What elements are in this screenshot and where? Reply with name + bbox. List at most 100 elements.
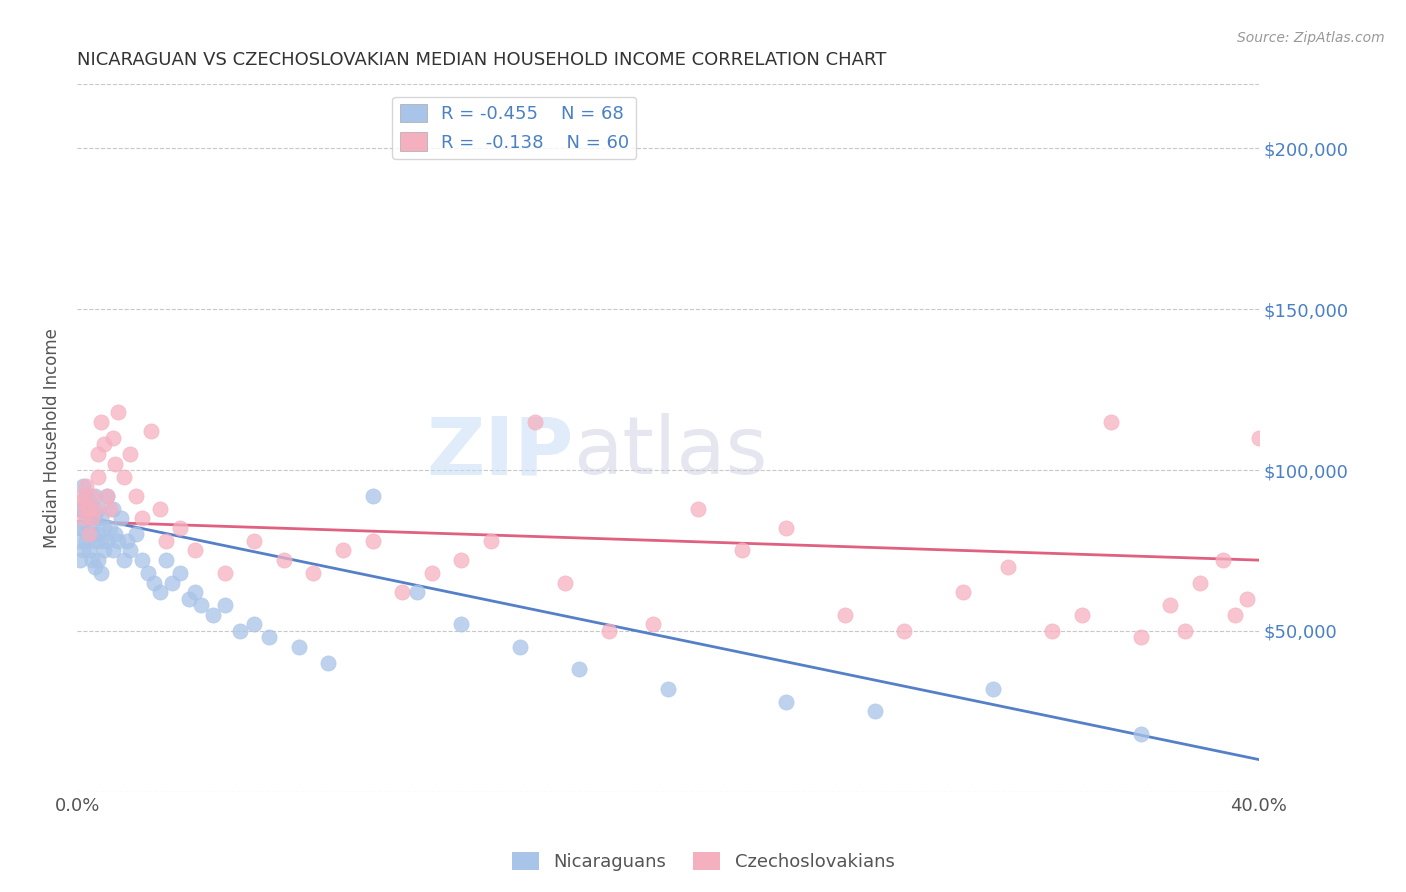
Point (952, 585, 974, 599)
Point (139, 425, 162, 439)
Point (72, 501, 94, 516)
Point (75, 511, 97, 525)
Point (90, 415, 112, 429)
Point (214, 566, 236, 580)
Point (77, 501, 100, 516)
Point (93, 437, 115, 451)
Point (598, 624, 620, 638)
Point (69, 501, 91, 516)
Point (69, 553, 91, 567)
Point (72, 511, 94, 525)
Point (1174, 624, 1197, 638)
Point (104, 457, 127, 471)
Point (1040, 624, 1063, 638)
Point (643, 617, 665, 632)
Point (117, 533, 139, 548)
Point (568, 663, 591, 677)
Point (72, 479, 94, 493)
Point (169, 521, 191, 535)
Point (125, 489, 148, 503)
Point (479, 533, 502, 548)
Point (1070, 607, 1092, 622)
Point (184, 543, 207, 558)
Point (302, 566, 325, 580)
Point (98, 521, 121, 535)
Point (101, 543, 124, 558)
Point (149, 585, 172, 599)
Point (104, 527, 127, 541)
Point (257, 630, 280, 644)
Point (509, 640, 531, 654)
Point (184, 585, 207, 599)
Point (83, 511, 105, 525)
Point (893, 624, 915, 638)
Point (96, 489, 118, 503)
Point (90, 566, 112, 580)
Point (287, 640, 309, 654)
Point (80, 489, 103, 503)
Point (332, 543, 354, 558)
Point (101, 501, 124, 516)
Point (80, 553, 103, 567)
Point (142, 575, 165, 590)
Point (863, 704, 886, 718)
Point (131, 511, 153, 525)
Text: atlas: atlas (574, 413, 768, 491)
Point (155, 553, 177, 567)
Point (243, 533, 266, 548)
Point (1159, 598, 1181, 612)
Point (243, 617, 266, 632)
Point (554, 575, 576, 590)
Point (120, 543, 142, 558)
Point (149, 501, 172, 516)
Point (160, 575, 183, 590)
Point (190, 598, 212, 612)
Point (155, 533, 177, 548)
Y-axis label: Median Household Income: Median Household Income (44, 328, 60, 548)
Legend: Nicaraguans, Czechoslovakians: Nicaraguans, Czechoslovakians (505, 845, 901, 879)
Point (77, 521, 100, 535)
Point (1129, 630, 1152, 644)
Point (87, 501, 110, 516)
Point (228, 624, 250, 638)
Point (107, 533, 129, 548)
Point (87, 469, 110, 483)
Point (686, 501, 709, 516)
Point (997, 559, 1019, 574)
Point (87, 447, 110, 461)
Point (83, 559, 105, 574)
Point (112, 469, 135, 483)
Point (112, 553, 135, 567)
Point (93, 521, 115, 535)
Point (87, 527, 110, 541)
Point (391, 585, 413, 599)
Point (179, 591, 201, 606)
Point (201, 607, 224, 622)
Point (83, 533, 105, 548)
Point (1188, 575, 1211, 590)
Point (72, 521, 94, 535)
Point (420, 566, 443, 580)
Point (731, 543, 754, 558)
Point (80, 527, 103, 541)
Point (450, 553, 472, 567)
Text: ZIP: ZIP (426, 413, 574, 491)
Point (107, 405, 129, 419)
Point (90, 533, 112, 548)
Point (1225, 607, 1247, 622)
Point (1129, 727, 1152, 741)
Point (775, 695, 797, 709)
Point (77, 543, 100, 558)
Point (96, 489, 118, 503)
Point (93, 543, 115, 558)
Point (69, 495, 91, 509)
Point (1247, 431, 1270, 445)
Point (834, 607, 856, 622)
Point (87, 553, 110, 567)
Point (96, 533, 118, 548)
Point (83, 489, 105, 503)
Point (77, 527, 100, 541)
Point (75, 489, 97, 503)
Point (273, 553, 295, 567)
Point (361, 489, 384, 503)
